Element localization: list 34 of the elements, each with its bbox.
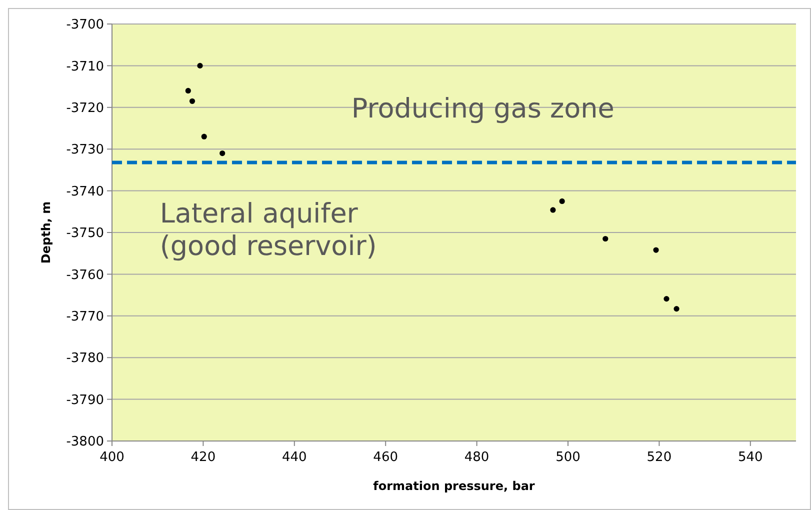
y-tick-label: -3710 (66, 59, 104, 74)
x-tick-label: 440 (282, 450, 307, 465)
y-tick-label: -3700 (66, 18, 104, 33)
point (653, 247, 659, 253)
annotation: Producing gas zone (351, 93, 614, 124)
y-tick-label: -3760 (66, 268, 104, 283)
y-tick-label: -3740 (66, 184, 104, 200)
x-axis-title: formation pressure, bar (373, 479, 535, 493)
y-axis-title: Depth, m (39, 201, 53, 264)
y-tick-label: -3790 (66, 392, 104, 408)
point (664, 296, 670, 302)
point (201, 134, 207, 140)
point (189, 98, 196, 104)
x-tick-label: 460 (373, 450, 398, 465)
x-tick-label: 480 (464, 450, 490, 465)
point (559, 198, 565, 204)
y-tick-label: -3720 (66, 100, 104, 116)
x-tick-label: 400 (100, 450, 124, 465)
point (185, 88, 191, 94)
y-tick-label: -3730 (66, 142, 104, 158)
point (197, 62, 203, 68)
point (602, 236, 608, 242)
point (220, 150, 226, 156)
annotation: Lateral aquifer (good reservoir) (160, 198, 377, 262)
x-tick-label: 420 (190, 450, 216, 465)
y-tick-label: -3800 (66, 434, 104, 450)
y-tick-label: -3770 (66, 309, 104, 324)
x-tick-label: 540 (738, 450, 763, 465)
point (550, 207, 556, 213)
y-tick-label: -3750 (66, 226, 104, 242)
point (674, 306, 680, 312)
x-tick-label: 520 (646, 450, 672, 465)
y-tick-label: -3780 (66, 351, 104, 366)
x-tick-label: 500 (556, 450, 580, 465)
